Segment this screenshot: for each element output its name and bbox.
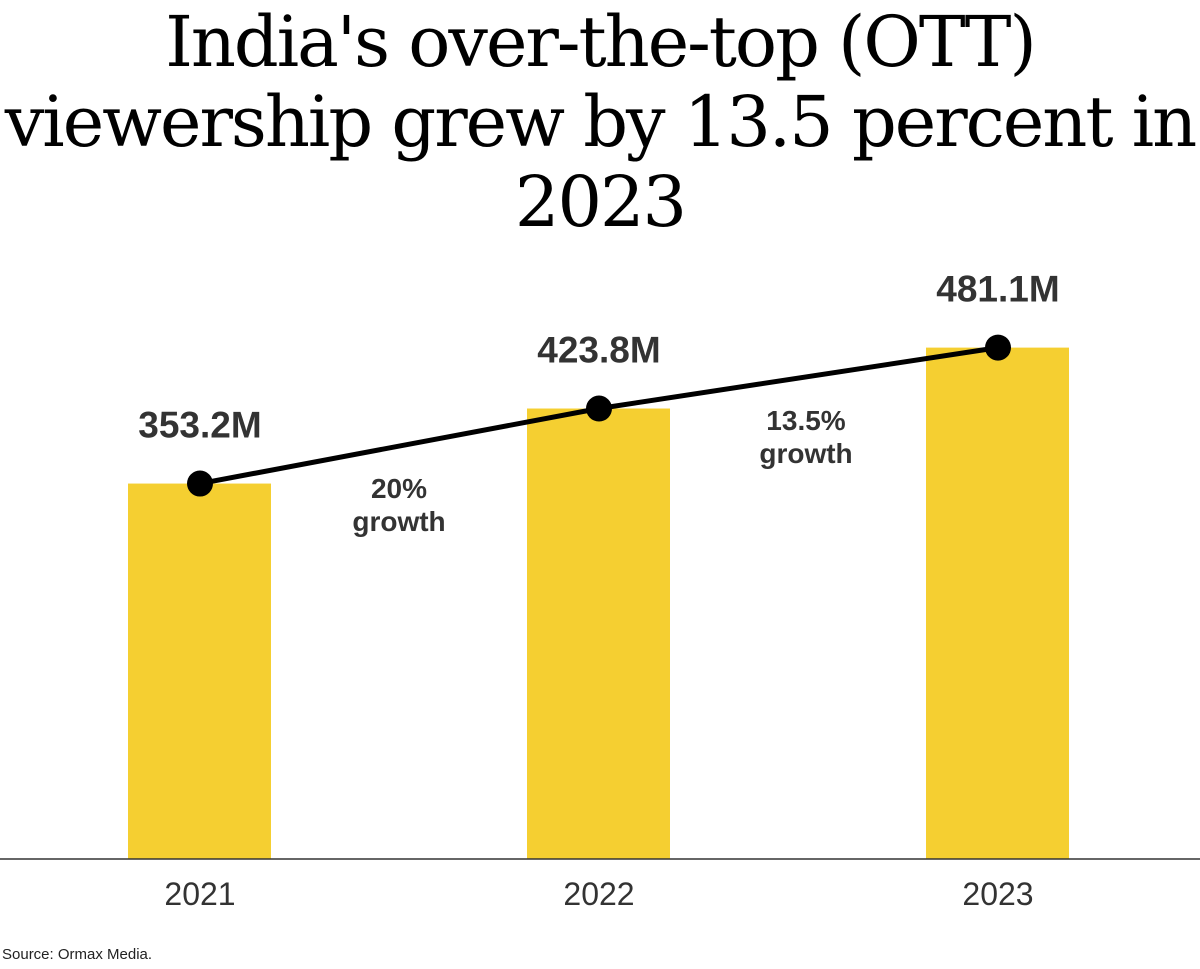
trend-point bbox=[586, 395, 612, 422]
value-label: 423.8M bbox=[537, 330, 660, 371]
chart-title: India's over-the-top (OTT) viewership gr… bbox=[4, 1, 1197, 243]
x-tick-label: 2021 bbox=[164, 876, 235, 912]
growth-annotation: 13.5% bbox=[766, 405, 845, 436]
value-label: 481.1M bbox=[936, 269, 1059, 310]
x-tick-label: 2023 bbox=[962, 876, 1033, 912]
bar-2023 bbox=[926, 347, 1069, 859]
value-label: 353.2M bbox=[138, 405, 261, 446]
growth-annotation: 20% bbox=[371, 473, 427, 504]
growth-annotation: growth bbox=[759, 438, 852, 469]
x-tick-label: 2022 bbox=[563, 876, 634, 912]
growth-annotation: growth bbox=[352, 506, 445, 537]
trend-point bbox=[187, 470, 213, 497]
bar-2022 bbox=[527, 408, 670, 859]
bar-2021 bbox=[128, 483, 271, 859]
trend-point bbox=[985, 334, 1011, 361]
source-note: Source: Ormax Media. bbox=[2, 946, 153, 963]
